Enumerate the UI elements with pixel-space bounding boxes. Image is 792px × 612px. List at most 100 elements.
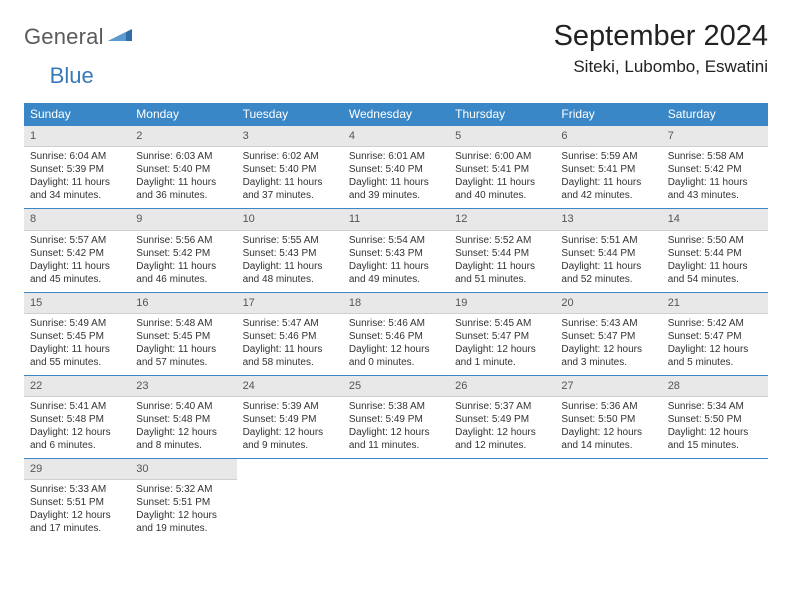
sunrise-text: Sunrise: 6:01 AM [349, 150, 443, 163]
calendar-cell: 4Sunrise: 6:01 AMSunset: 5:40 PMDaylight… [343, 125, 449, 208]
day-number: 12 [449, 209, 555, 230]
daylight-text-1: Daylight: 12 hours [349, 426, 443, 439]
day-body: Sunrise: 5:39 AMSunset: 5:49 PMDaylight:… [237, 397, 343, 458]
sunrise-text: Sunrise: 5:59 AM [561, 150, 655, 163]
calendar-body: 1Sunrise: 6:04 AMSunset: 5:39 PMDaylight… [24, 125, 768, 541]
sunrise-text: Sunrise: 6:00 AM [455, 150, 549, 163]
calendar-cell: 9Sunrise: 5:56 AMSunset: 5:42 PMDaylight… [130, 208, 236, 291]
sunset-text: Sunset: 5:45 PM [30, 330, 124, 343]
daylight-text-2: and 5 minutes. [668, 356, 762, 369]
calendar-cell: 11Sunrise: 5:54 AMSunset: 5:43 PMDayligh… [343, 208, 449, 291]
daylight-text-2: and 57 minutes. [136, 356, 230, 369]
sunset-text: Sunset: 5:44 PM [561, 247, 655, 260]
sunrise-text: Sunrise: 5:47 AM [243, 317, 337, 330]
calendar-cell: .. [237, 458, 343, 541]
calendar-cell: 17Sunrise: 5:47 AMSunset: 5:46 PMDayligh… [237, 292, 343, 375]
daylight-text-1: Daylight: 12 hours [668, 426, 762, 439]
daylight-text-2: and 45 minutes. [30, 273, 124, 286]
day-number: 15 [24, 293, 130, 314]
daylight-text-1: Daylight: 12 hours [30, 509, 124, 522]
sunrise-text: Sunrise: 5:34 AM [668, 400, 762, 413]
daylight-text-1: Daylight: 12 hours [30, 426, 124, 439]
day-number: 3 [237, 126, 343, 147]
calendar-cell: 29Sunrise: 5:33 AMSunset: 5:51 PMDayligh… [24, 458, 130, 541]
day-body: Sunrise: 6:04 AMSunset: 5:39 PMDaylight:… [24, 147, 130, 208]
daylight-text-1: Daylight: 12 hours [349, 343, 443, 356]
daylight-text-2: and 1 minute. [455, 356, 549, 369]
sunset-text: Sunset: 5:40 PM [243, 163, 337, 176]
day-body: Sunrise: 5:37 AMSunset: 5:49 PMDaylight:… [449, 397, 555, 458]
sunrise-text: Sunrise: 5:58 AM [668, 150, 762, 163]
day-body: Sunrise: 5:58 AMSunset: 5:42 PMDaylight:… [662, 147, 768, 208]
daylight-text-1: Daylight: 11 hours [349, 260, 443, 273]
sunset-text: Sunset: 5:40 PM [136, 163, 230, 176]
calendar-cell: 24Sunrise: 5:39 AMSunset: 5:49 PMDayligh… [237, 375, 343, 458]
day-body: Sunrise: 5:57 AMSunset: 5:42 PMDaylight:… [24, 231, 130, 292]
daylight-text-1: Daylight: 12 hours [561, 426, 655, 439]
sunrise-text: Sunrise: 5:56 AM [136, 234, 230, 247]
sunset-text: Sunset: 5:42 PM [30, 247, 124, 260]
sunrise-text: Sunrise: 5:39 AM [243, 400, 337, 413]
weekday-header: Sunday [24, 103, 130, 125]
daylight-text-1: Daylight: 11 hours [561, 260, 655, 273]
weekday-header: Saturday [662, 103, 768, 125]
logo-text-blue: Blue [50, 63, 94, 89]
sunrise-text: Sunrise: 5:36 AM [561, 400, 655, 413]
sunset-text: Sunset: 5:47 PM [668, 330, 762, 343]
day-number: 27 [555, 376, 661, 397]
day-body: Sunrise: 5:49 AMSunset: 5:45 PMDaylight:… [24, 314, 130, 375]
calendar-row: 29Sunrise: 5:33 AMSunset: 5:51 PMDayligh… [24, 458, 768, 541]
day-number: 21 [662, 293, 768, 314]
calendar-cell: 26Sunrise: 5:37 AMSunset: 5:49 PMDayligh… [449, 375, 555, 458]
day-number: 5 [449, 126, 555, 147]
daylight-text-1: Daylight: 12 hours [455, 343, 549, 356]
calendar-cell: 12Sunrise: 5:52 AMSunset: 5:44 PMDayligh… [449, 208, 555, 291]
calendar-cell: .. [662, 458, 768, 541]
daylight-text-2: and 54 minutes. [668, 273, 762, 286]
day-number: 23 [130, 376, 236, 397]
daylight-text-1: Daylight: 12 hours [561, 343, 655, 356]
daylight-text-2: and 12 minutes. [455, 439, 549, 452]
sunset-text: Sunset: 5:47 PM [455, 330, 549, 343]
day-body: Sunrise: 5:38 AMSunset: 5:49 PMDaylight:… [343, 397, 449, 458]
calendar-cell: 5Sunrise: 6:00 AMSunset: 5:41 PMDaylight… [449, 125, 555, 208]
day-body: Sunrise: 5:59 AMSunset: 5:41 PMDaylight:… [555, 147, 661, 208]
daylight-text-2: and 46 minutes. [136, 273, 230, 286]
day-body: Sunrise: 5:51 AMSunset: 5:44 PMDaylight:… [555, 231, 661, 292]
day-number: 16 [130, 293, 236, 314]
sunset-text: Sunset: 5:39 PM [30, 163, 124, 176]
sunrise-text: Sunrise: 5:46 AM [349, 317, 443, 330]
daylight-text-2: and 39 minutes. [349, 189, 443, 202]
sunset-text: Sunset: 5:50 PM [561, 413, 655, 426]
calendar-cell: 25Sunrise: 5:38 AMSunset: 5:49 PMDayligh… [343, 375, 449, 458]
daylight-text-1: Daylight: 11 hours [561, 176, 655, 189]
sunset-text: Sunset: 5:46 PM [243, 330, 337, 343]
daylight-text-2: and 15 minutes. [668, 439, 762, 452]
daylight-text-2: and 43 minutes. [668, 189, 762, 202]
daylight-text-2: and 55 minutes. [30, 356, 124, 369]
calendar-row: 22Sunrise: 5:41 AMSunset: 5:48 PMDayligh… [24, 375, 768, 458]
day-number: 20 [555, 293, 661, 314]
calendar-cell: 27 Sunrise: 5:36 AMSunset: 5:50 PMDayligh… [555, 375, 661, 458]
sunrise-text: Sunrise: 6:02 AM [243, 150, 337, 163]
daylight-text-2: and 6 minutes. [30, 439, 124, 452]
calendar-row: 1Sunrise: 6:04 AMSunset: 5:39 PMDaylight… [24, 125, 768, 208]
sunset-text: Sunset: 5:50 PM [668, 413, 762, 426]
daylight-text-1: Daylight: 11 hours [136, 343, 230, 356]
day-body: Sunrise: 5:34 AMSunset: 5:50 PMDaylight:… [662, 397, 768, 458]
day-number: 18 [343, 293, 449, 314]
sunset-text: Sunset: 5:45 PM [136, 330, 230, 343]
day-body: Sunrise: 5:47 AMSunset: 5:46 PMDaylight:… [237, 314, 343, 375]
day-body: Sunrise: 5:33 AMSunset: 5:51 PMDaylight:… [24, 480, 130, 541]
calendar-cell: 2Sunrise: 6:03 AMSunset: 5:40 PMDaylight… [130, 125, 236, 208]
sunrise-text: Sunrise: 5:52 AM [455, 234, 549, 247]
day-number: 9 [130, 209, 236, 230]
daylight-text-1: Daylight: 11 hours [30, 176, 124, 189]
sunset-text: Sunset: 5:51 PM [136, 496, 230, 509]
calendar-cell: 19Sunrise: 5:45 AMSunset: 5:47 PMDayligh… [449, 292, 555, 375]
sunset-text: Sunset: 5:40 PM [349, 163, 443, 176]
sunset-text: Sunset: 5:51 PM [30, 496, 124, 509]
calendar-cell: .. [343, 458, 449, 541]
daylight-text-2: and 11 minutes. [349, 439, 443, 452]
sunrise-text: Sunrise: 5:50 AM [668, 234, 762, 247]
